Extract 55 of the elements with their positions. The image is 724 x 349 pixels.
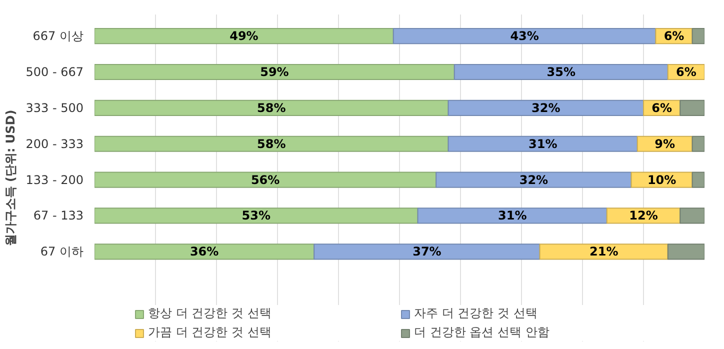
data-label: 6% (676, 64, 696, 79)
data-label: 56% (250, 172, 280, 187)
bar (448, 100, 644, 116)
data-label: 9% (654, 136, 676, 151)
bar (692, 136, 704, 152)
y-tick-label: 500 - 667 (26, 64, 84, 79)
y-tick-label: 67 - 133 (33, 208, 84, 223)
bar (680, 208, 704, 224)
bar (436, 172, 632, 188)
bar (94, 64, 455, 80)
bar (606, 208, 681, 224)
legend-label: 항상 더 건강한 것 선택 (148, 305, 272, 322)
y-tick-label: 667 이상 (32, 29, 84, 44)
data-label: 53% (242, 208, 271, 223)
bar (94, 244, 315, 260)
bar (680, 100, 704, 116)
data-label: 12% (629, 208, 658, 223)
legend-label: 가끔 더 건강한 것 선택 (148, 324, 272, 341)
bar (94, 136, 449, 152)
legend-label: 자주 더 건강한 것 선택 (414, 305, 538, 322)
y-tick-label: 133 - 200 (26, 172, 84, 187)
data-label: 49% (230, 29, 258, 44)
data-label: 58% (257, 100, 286, 115)
data-label: 10% (647, 172, 676, 187)
bar (667, 244, 704, 260)
data-label: 6% (652, 100, 672, 115)
data-label: 36% (190, 244, 219, 259)
data-label: 43% (510, 29, 539, 44)
data-label: 59% (260, 64, 289, 79)
data-label: 32% (519, 172, 548, 187)
bar (454, 64, 668, 80)
bar (94, 172, 437, 188)
bar (448, 136, 638, 152)
y-tick-label: 200 - 333 (26, 136, 84, 151)
bar (94, 100, 449, 116)
bar (94, 208, 418, 224)
data-label: 58% (257, 136, 286, 151)
bar (417, 208, 608, 224)
data-label: 6% (664, 29, 684, 44)
bar (692, 172, 704, 188)
data-label: 31% (528, 136, 558, 151)
y-axis-title: 월가구소득 (단위: USD) (4, 110, 18, 246)
data-label: 32% (532, 100, 560, 115)
bar (692, 28, 704, 44)
data-label: 31% (498, 208, 527, 223)
data-label: 21% (589, 244, 618, 259)
y-tick-label: 67 이하 (40, 244, 84, 259)
bar (314, 244, 540, 260)
y-tick-label: 333 - 500 (26, 100, 84, 115)
bar (94, 28, 394, 44)
data-label: 37% (412, 244, 442, 259)
bar (392, 28, 656, 44)
legend-label: 더 건강한 옵션 선택 안함 (414, 324, 550, 341)
data-label: 35% (546, 64, 576, 79)
bar (539, 244, 668, 260)
